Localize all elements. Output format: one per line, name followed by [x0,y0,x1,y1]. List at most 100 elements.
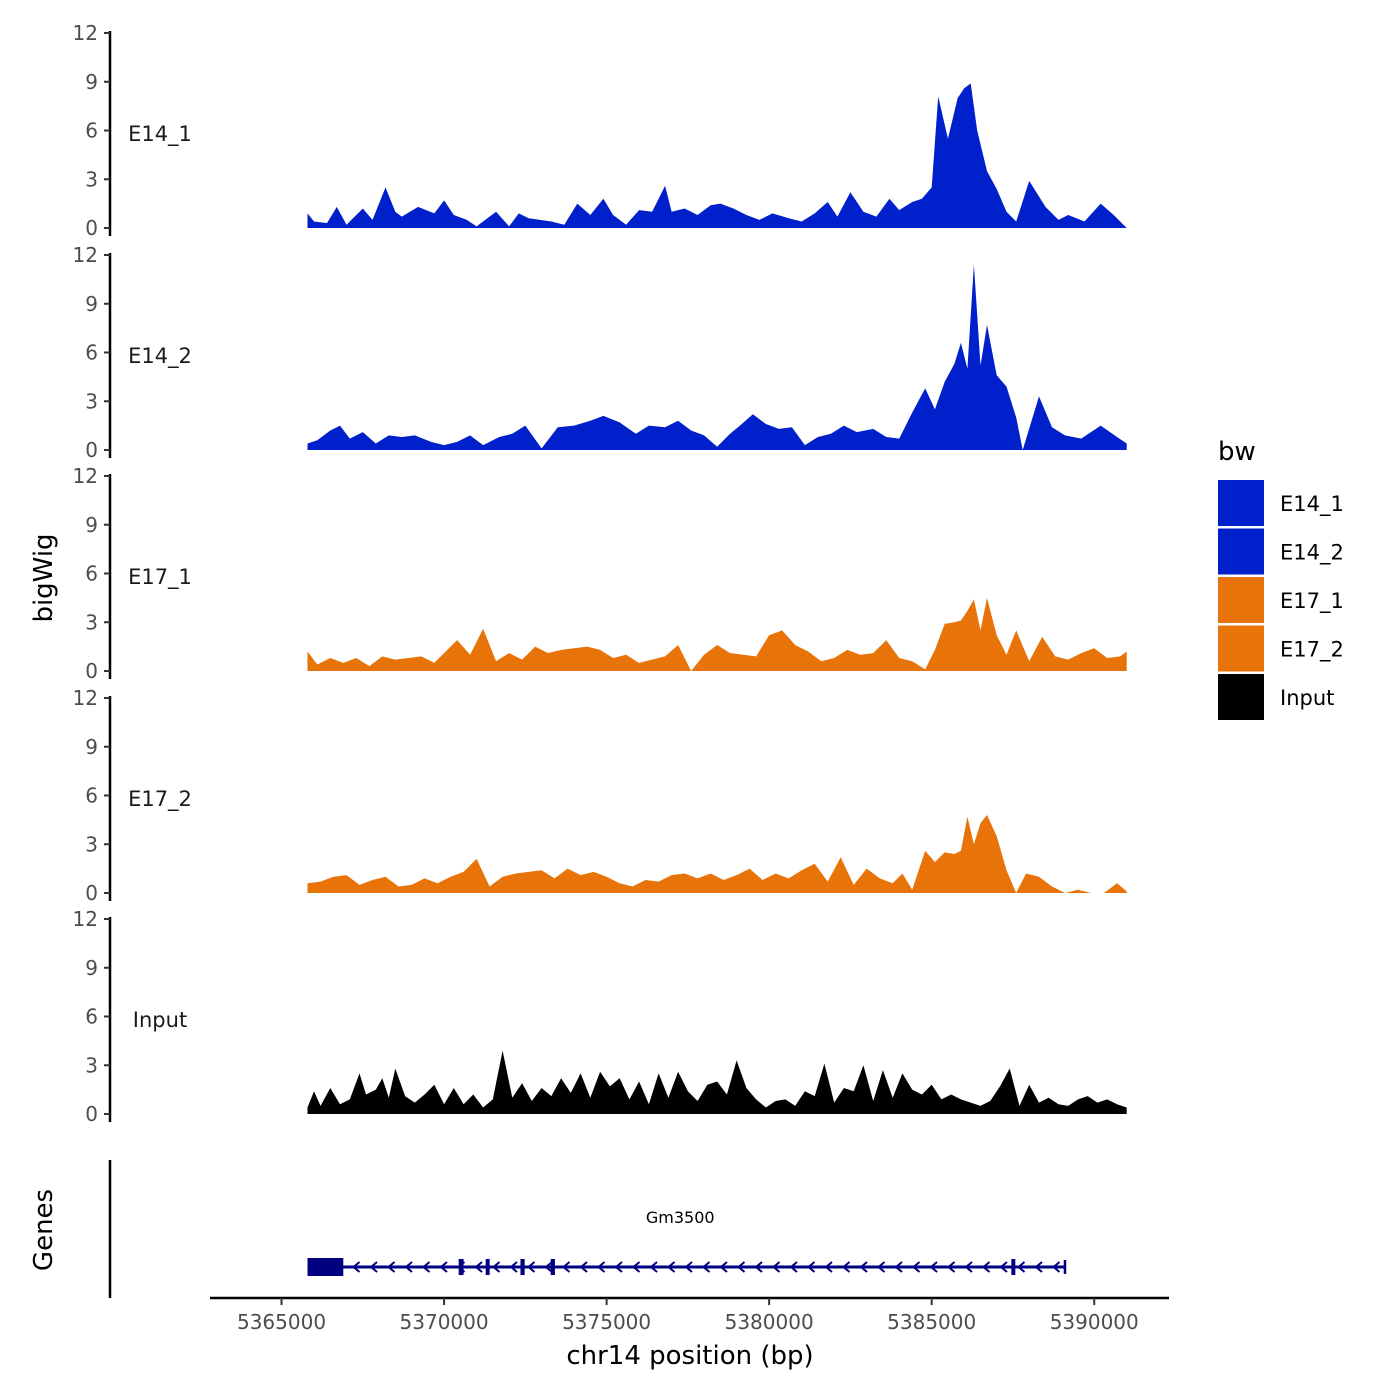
y-tick-label: 12 [73,907,98,931]
y-tick-label: 6 [85,341,98,365]
strand-arrow [631,1261,641,1273]
strand-arrow [666,1261,676,1273]
strand-arrow [981,1261,991,1273]
y-tick-label: 6 [85,784,98,808]
y-tick-label: 9 [85,956,98,980]
gene-exon [307,1258,344,1276]
strand-arrow [964,1261,973,1273]
strand-arrow [386,1261,396,1273]
track-name-label: E14_1 [128,122,192,147]
y-axis-title: bigWig [29,533,59,622]
strand-arrow [824,1261,833,1273]
strand-arrow [526,1261,536,1273]
gene-annotation-track: Gm3500 [108,1160,1067,1298]
legend-swatch [1218,577,1264,623]
gene-exon [1011,1259,1016,1275]
strand-arrow [369,1261,378,1273]
legend-swatch [1218,528,1264,575]
strand-arrow [701,1261,711,1273]
x-axis: 5365000 5370000 5375000 5380000 5385000 53900… [210,1296,1169,1334]
legend-title: bw [1218,437,1256,467]
legend-label: E14_1 [1280,492,1344,517]
strand-arrow [649,1261,658,1273]
signal-area-e14-1 [307,83,1127,229]
genes-axis-title: Genes [29,1189,59,1271]
y-tick-label: 0 [85,216,98,240]
strand-arrow [561,1261,571,1273]
signal-area-e17-2 [307,815,1127,893]
strand-arrow [841,1261,851,1273]
y-tick-label: 0 [85,659,98,683]
x-tick-label: 5370000 [400,1310,489,1334]
strand-arrow [719,1261,728,1273]
track-e14-1: 0 3 6 9 12 E14_1 [73,21,1127,240]
gene-gm3500: Gm3500 [307,1208,1067,1276]
strand-arrow [491,1261,501,1273]
track-input: 0 3 6 9 12 Input [73,907,1127,1126]
x-tick-label: 5380000 [725,1310,814,1334]
strand-arrow [999,1261,1008,1273]
y-tick-label: 12 [73,21,98,45]
legend-label: Input [1280,686,1334,710]
y-tick-label: 0 [85,1102,98,1126]
strand-arrow [439,1261,448,1273]
strand-arrow [859,1261,868,1273]
gene-exon [485,1259,490,1275]
strand-arrow [806,1261,816,1273]
legend-swatch [1218,625,1264,672]
strand-arrow [771,1261,781,1273]
y-tick-label: 3 [85,832,98,856]
strand-arrow [614,1261,623,1273]
y-tick-label: 3 [85,167,98,191]
strand-arrow [421,1261,431,1273]
strand-arrow [1034,1261,1043,1273]
track-name-label: E17_1 [128,565,192,590]
strand-arrow [876,1261,886,1273]
x-tick-label: 5390000 [1050,1310,1139,1334]
x-tick-label: 5385000 [887,1310,976,1334]
legend-label: E17_2 [1280,638,1344,663]
strand-arrow [509,1261,518,1273]
strand-arrow [404,1261,413,1273]
legend-swatch [1218,674,1264,720]
strand-arrow [596,1261,606,1273]
strand-arrow [929,1261,938,1273]
strand-arrow [1016,1261,1026,1273]
strand-arrow [911,1261,921,1273]
track-e17-1: 0 3 6 9 12 E17_1 [73,464,1127,683]
track-name-label: E17_2 [128,787,192,812]
y-tick-label: 12 [73,686,98,710]
y-tick-label: 9 [85,513,98,537]
gene-name-label: Gm3500 [646,1208,715,1227]
strand-arrow [946,1261,956,1273]
y-tick-label: 9 [85,292,98,316]
strand-arrow [736,1261,746,1273]
signal-tracks: 0 3 6 9 12 E14_1 0 3 6 9 12 E14_2 0 3 6 9 12 E17_1 0 3 6 9 12 E… [73,21,1127,1126]
y-tick-label: 0 [85,438,98,462]
track-name-label: Input [133,1008,187,1032]
strand-arrow [474,1261,483,1273]
strand-arrow [351,1261,361,1273]
strand-arrow [579,1261,588,1273]
strand-arrow [894,1261,903,1273]
y-tick-label: 3 [85,389,98,413]
strand-arrow [684,1261,693,1273]
y-tick-label: 3 [85,610,98,634]
y-tick-label: 12 [73,243,98,267]
y-tick-label: 0 [85,881,98,905]
y-tick-label: 9 [85,735,98,759]
x-axis-title: chr14 position (bp) [566,1341,813,1371]
legend-swatch [1218,480,1264,526]
x-tick-label: 5375000 [562,1310,651,1334]
x-tick-label: 5365000 [237,1310,326,1334]
y-tick-label: 3 [85,1053,98,1077]
legend-label: E17_1 [1280,589,1344,614]
legend: bw E14_1 E14_2 E17_1 E17_2 Input [1218,437,1344,720]
y-tick-label: 12 [73,464,98,488]
signal-area-e17-1 [307,597,1127,671]
gene-exon [550,1259,555,1275]
strand-arrow [544,1261,553,1273]
track-e14-2: 0 3 6 9 12 E14_2 [73,243,1127,462]
gene-exon [458,1259,464,1275]
